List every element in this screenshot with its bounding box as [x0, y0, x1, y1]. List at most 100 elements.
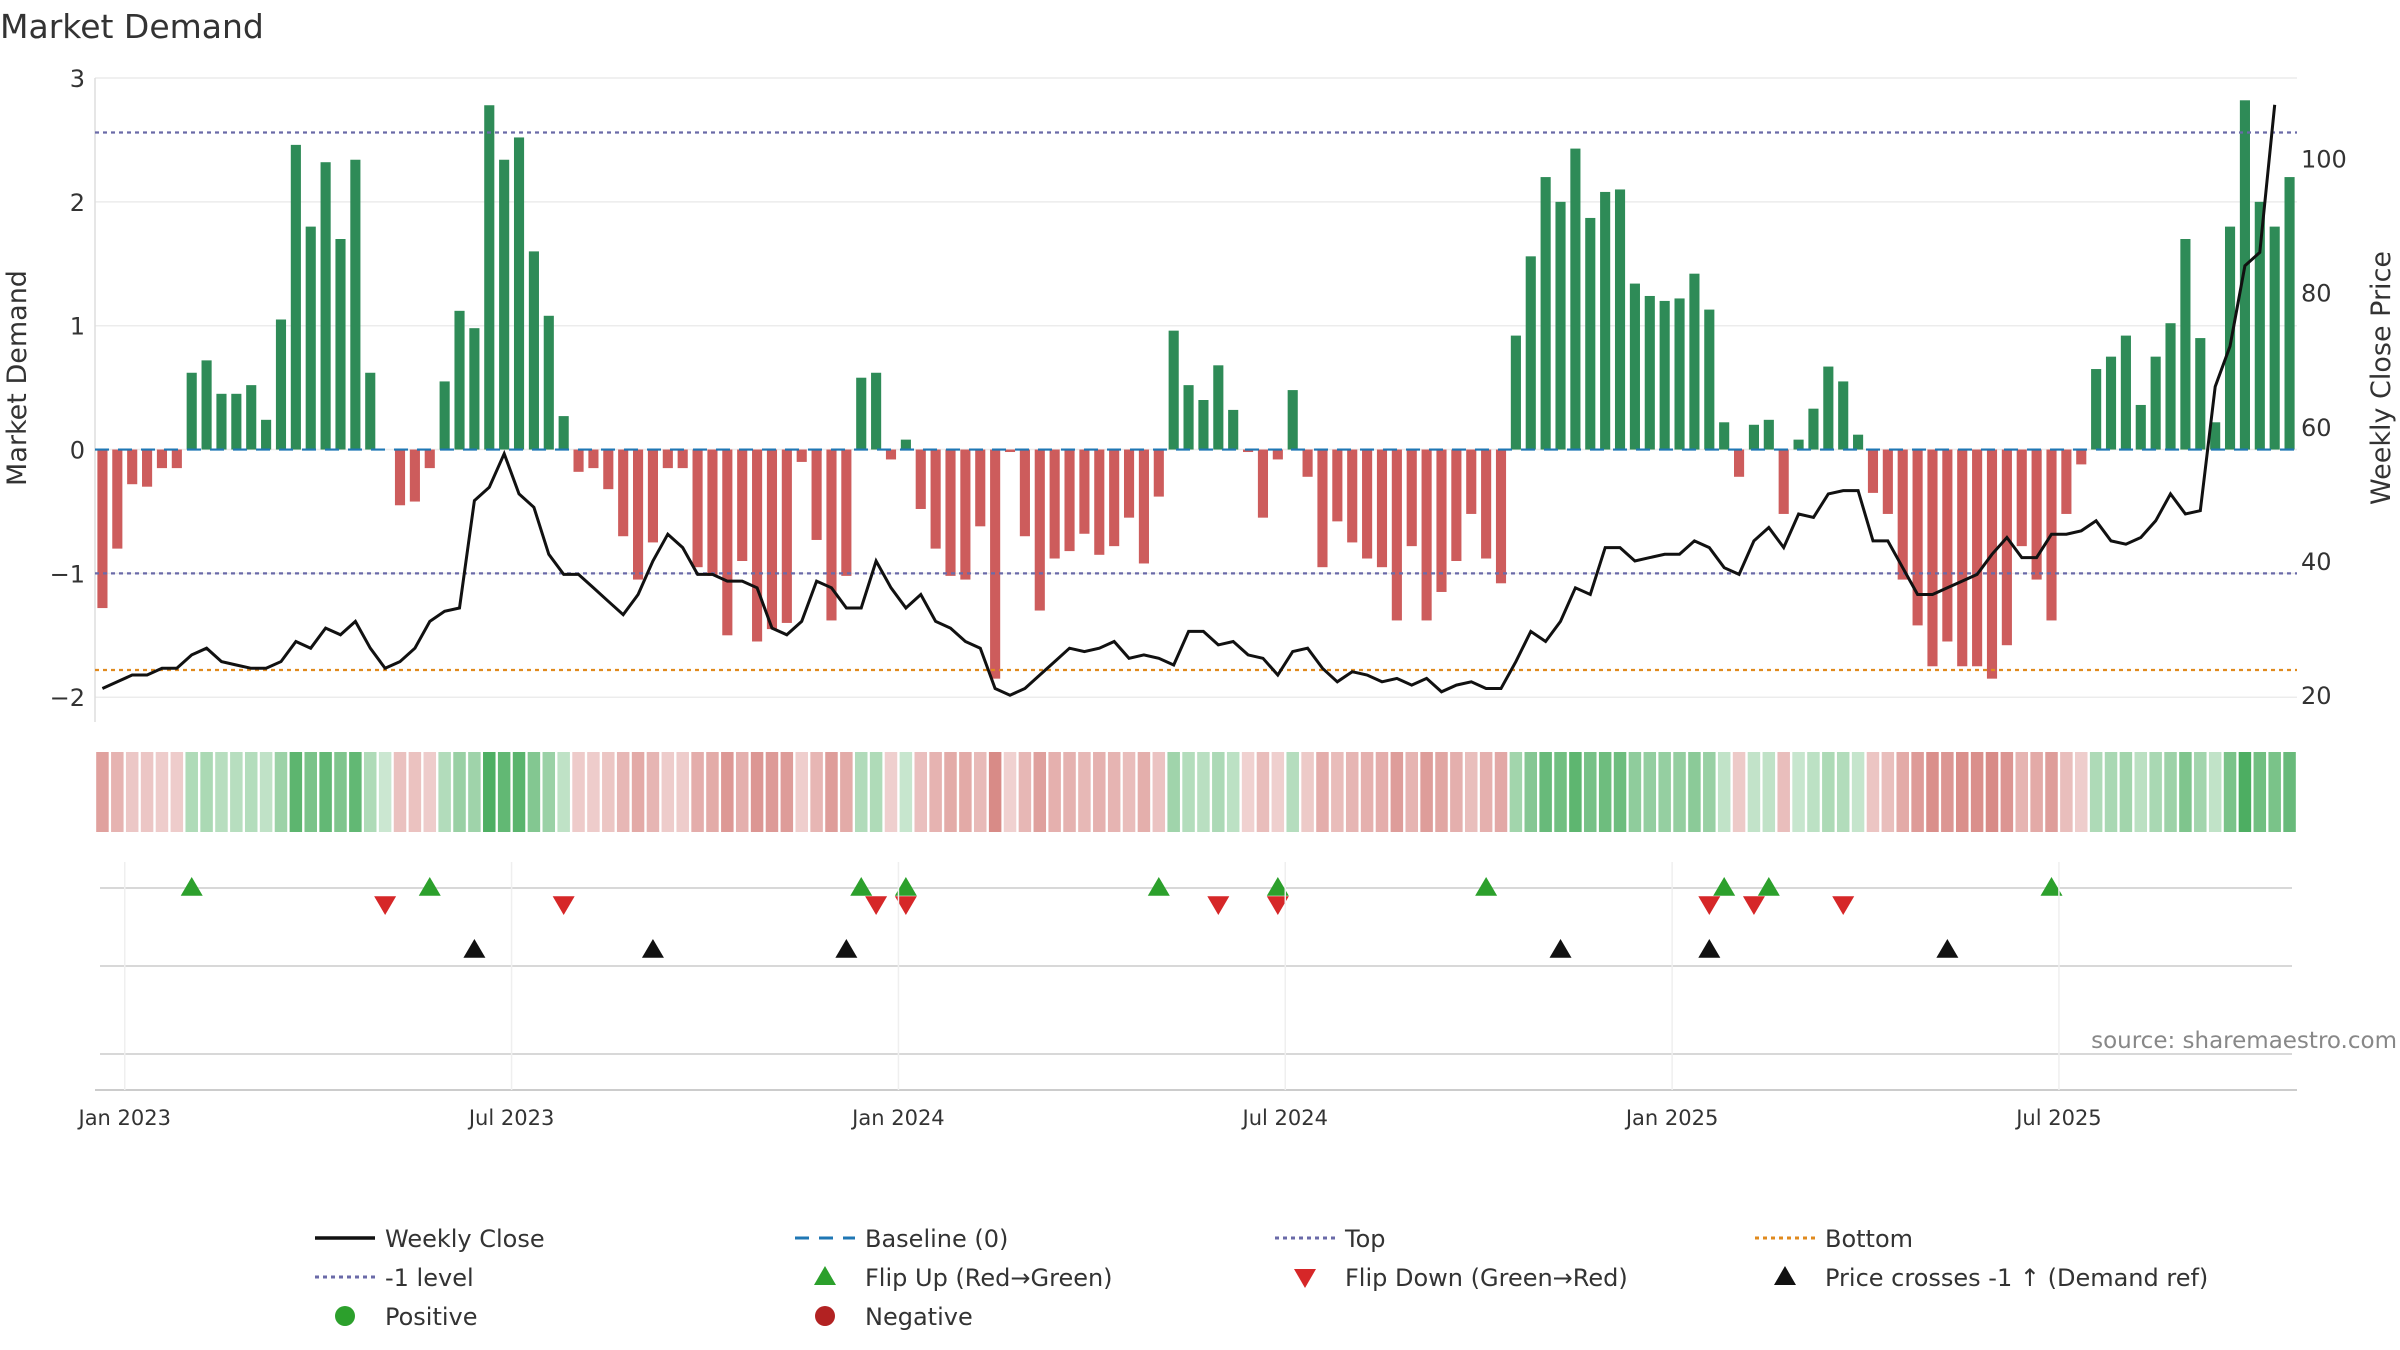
- heat-cell: [2194, 752, 2207, 832]
- heat-cell: [1360, 752, 1374, 832]
- weekly-close-line: [101, 104, 2277, 697]
- demand-bar: [186, 372, 197, 450]
- heat-cell: [527, 752, 541, 832]
- heat-cell: [1152, 752, 1166, 832]
- heat-cell: [1985, 752, 1999, 832]
- heat-cell: [1137, 752, 1151, 832]
- heat-cell: [2253, 752, 2267, 832]
- demand-bar: [2239, 100, 2250, 450]
- demand-bar: [1153, 449, 1164, 497]
- heat-cell: [364, 752, 377, 832]
- demand-bar: [1853, 434, 1864, 450]
- heat-cell: [170, 752, 184, 832]
- demand-bar: [915, 449, 926, 509]
- demand-bar: [2031, 449, 2042, 580]
- heat-cell: [2149, 752, 2162, 832]
- flip-down-marker: [865, 896, 888, 915]
- heat-cell: [483, 752, 496, 832]
- heat-cell: [1777, 752, 1790, 832]
- demand-bar: [573, 449, 584, 472]
- demand-bar: [900, 439, 911, 450]
- x-axis-ticks: Jan 2023 Jul 2023 Jan 2024 Jul 2024 Jan 2025…: [77, 862, 2297, 1130]
- heat-cell: [259, 752, 273, 832]
- legend-label: Bottom: [1825, 1225, 1913, 1253]
- demand-bar: [1986, 449, 1998, 679]
- heat-cell: [2000, 752, 2014, 832]
- heat-cell: [1673, 752, 1686, 832]
- demand-bar: [365, 372, 376, 450]
- demand-bar: [1034, 449, 1045, 611]
- demand-bar: [2061, 449, 2072, 514]
- flip-down-marker: [1832, 896, 1855, 915]
- demand-bar: [171, 449, 182, 469]
- demand-bar: [1347, 449, 1358, 543]
- heat-cell: [1970, 752, 1984, 832]
- heat-cell: [2268, 752, 2281, 832]
- x-tick-label: Jan 2024: [850, 1106, 945, 1130]
- heat-cell: [1584, 752, 1597, 832]
- right-tick-label: 100: [2301, 146, 2347, 174]
- price-cross-marker: [463, 939, 486, 958]
- demand-bar: [1778, 449, 1789, 514]
- legend-swatch-flip-down: [1294, 1269, 1316, 1288]
- flip-down-marker: [894, 896, 917, 915]
- demand-bar: [528, 251, 539, 450]
- demand-bar: [766, 449, 778, 630]
- legend-swatch-cross: [1774, 1266, 1796, 1285]
- heat-cell: [1822, 752, 1835, 832]
- heat-cell: [1836, 752, 1850, 832]
- heat-cell: [557, 752, 570, 832]
- heat-cell: [691, 752, 704, 832]
- heat-cell: [602, 752, 615, 832]
- left-axis-ticks: 3 2 1 0 −1 −2: [50, 65, 85, 712]
- heat-cell: [988, 752, 1002, 832]
- heat-cell: [453, 752, 466, 832]
- price-cross-marker: [1936, 939, 1959, 958]
- demand-bar: [960, 449, 971, 580]
- heat-cell: [646, 752, 660, 832]
- demand-bar: [1555, 201, 1566, 450]
- demand-bar: [1138, 449, 1149, 564]
- demand-bar: [1585, 217, 1596, 450]
- demand-bar: [1332, 449, 1343, 522]
- heat-cell: [676, 752, 689, 832]
- demand-bar: [454, 310, 465, 450]
- demand-bar: [1495, 449, 1507, 584]
- heat-cell: [304, 752, 317, 832]
- heat-cell: [840, 752, 853, 832]
- heat-cell: [244, 752, 258, 832]
- heat-cell: [1554, 752, 1567, 832]
- heat-cell: [1405, 752, 1418, 832]
- demand-bar: [588, 449, 599, 469]
- flip-up-marker: [850, 877, 873, 896]
- heat-cell: [378, 752, 392, 832]
- demand-bar: [1421, 449, 1432, 621]
- demand-bar: [796, 449, 807, 462]
- price-cross-marker: [1698, 939, 1721, 958]
- flip-up-marker: [1757, 877, 1780, 896]
- demand-bar: [1882, 449, 1893, 514]
- demand-bar: [1838, 381, 1849, 450]
- heat-cell: [334, 752, 347, 832]
- legend-label: Weekly Close: [385, 1225, 545, 1253]
- heat-cell: [155, 752, 169, 832]
- right-tick-label: 80: [2301, 280, 2332, 308]
- demand-bar: [1927, 449, 1938, 667]
- heat-cell: [1539, 752, 1552, 832]
- demand-bar: [2135, 404, 2146, 450]
- demand-bar: [1317, 449, 1328, 568]
- demand-bar: [2165, 323, 2176, 450]
- heat-cell: [349, 752, 362, 832]
- demand-bar: [1183, 385, 1194, 450]
- demand-bar: [2091, 369, 2102, 450]
- heat-cell: [542, 752, 556, 832]
- demand-bar: [305, 226, 316, 450]
- heat-cell: [1688, 752, 1701, 832]
- demand-bar: [1436, 449, 1447, 592]
- flip-up-marker: [180, 877, 203, 896]
- heat-cell: [1122, 752, 1136, 832]
- heat-cell: [96, 752, 109, 832]
- flip-down-marker: [552, 896, 575, 915]
- demand-bar: [677, 449, 688, 469]
- demand-bar: [558, 416, 569, 450]
